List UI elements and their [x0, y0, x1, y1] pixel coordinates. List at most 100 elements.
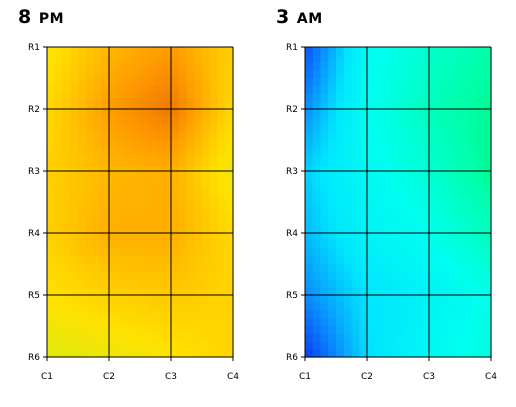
heatmap-cell: [163, 147, 172, 157]
heatmap-cell: [390, 264, 399, 273]
heatmap-cell: [155, 178, 164, 188]
heatmap-cell: [70, 78, 79, 87]
heatmap-cell: [483, 155, 492, 164]
heatmap-cell: [328, 318, 337, 327]
heatmap-cell: [93, 279, 102, 288]
heatmap-cell: [116, 178, 126, 188]
heatmap-cell: [132, 248, 141, 257]
heatmap-cell: [382, 93, 391, 102]
heatmap-cell: [116, 155, 126, 164]
heatmap-cell: [413, 132, 422, 141]
heatmap-cell: [217, 186, 226, 195]
heatmap-cell: [359, 116, 368, 126]
heatmap-cell: [305, 140, 314, 149]
heatmap-cell: [93, 333, 102, 343]
tick-marks: [43, 46, 234, 361]
heatmap-cell: [436, 264, 446, 273]
heatmap-cell: [132, 124, 141, 133]
heatmap-cell: [436, 209, 446, 219]
heatmap-cell: [382, 209, 391, 219]
heatmap-cell: [328, 163, 337, 172]
heatmap-cell: [186, 116, 195, 126]
heatmap-cell: [367, 287, 376, 296]
heatmap-cell: [413, 147, 422, 157]
heatmap-cell: [312, 47, 322, 56]
heatmap-cell: [178, 140, 188, 149]
heatmap-cell: [398, 333, 407, 343]
heatmap-cell: [140, 62, 149, 71]
heatmap-cell: [359, 310, 368, 319]
heatmap-cell: [452, 194, 461, 203]
heatmap-cell: [178, 178, 188, 188]
heatmap-cell: [217, 240, 226, 250]
heatmap-cell: [217, 70, 226, 79]
heatmap-cell: [312, 163, 322, 172]
heatmap-cell: [178, 155, 188, 164]
heatmap-cell: [186, 54, 195, 64]
heatmap-cell: [70, 155, 79, 164]
heatmap-cell: [217, 62, 226, 71]
heatmap-cell: [178, 116, 188, 126]
heatmap-cell: [328, 124, 337, 133]
heatmap-cell: [171, 109, 180, 118]
heatmap-cell: [413, 217, 422, 226]
heatmap-cell: [163, 163, 172, 172]
heatmap-cell: [54, 341, 64, 350]
heatmap-cell: [163, 287, 172, 296]
heatmap-cell: [421, 341, 430, 350]
heatmap-cell: [62, 78, 71, 87]
heatmap-cell: [475, 132, 484, 141]
heatmap-cell: [132, 101, 141, 110]
heatmap-cell: [405, 78, 415, 87]
heatmap-cell: [54, 202, 64, 211]
heatmap-cell: [413, 209, 422, 219]
heatmap-cell: [47, 93, 56, 102]
heatmap-cell: [124, 271, 133, 281]
heatmap-cell: [70, 341, 79, 350]
heatmap-cell: [70, 264, 79, 273]
heatmap-cell: [452, 78, 461, 87]
heatmap-cell: [109, 163, 118, 172]
heatmap-cell: [467, 147, 477, 157]
heatmap-cell: [460, 256, 469, 265]
heatmap-cell: [109, 209, 118, 219]
heatmap-cell: [312, 240, 322, 250]
heatmap-cell: [475, 333, 484, 343]
heatmap-cell: [202, 209, 211, 219]
heatmap-cell: [147, 326, 157, 335]
heatmap-cell: [374, 124, 384, 133]
heatmap-cell: [147, 349, 157, 358]
heatmap-cell: [429, 62, 438, 71]
heatmap-cell: [47, 132, 56, 141]
heatmap-cell: [436, 287, 446, 296]
heatmap-cell: [62, 132, 71, 141]
heatmap-cell: [320, 217, 329, 226]
heatmap-cell: [85, 256, 95, 265]
heatmap-cell: [202, 302, 211, 312]
heatmap-cell: [305, 287, 314, 296]
heatmap-cell: [178, 295, 188, 304]
heatmap-cell: [398, 140, 407, 149]
heatmap-cell: [467, 302, 477, 312]
heatmap-cell: [305, 333, 314, 343]
heatmap-cell: [312, 78, 322, 87]
heatmap-cell: [225, 155, 234, 164]
heatmap-cell: [305, 240, 314, 250]
heatmap-cell: [147, 109, 157, 118]
heatmap-cell: [186, 78, 195, 87]
heatmap-cell: [367, 54, 376, 64]
heatmap-cell: [171, 341, 180, 350]
heatmap-cell: [109, 78, 118, 87]
heatmap-cell: [405, 85, 415, 95]
heatmap-cell: [101, 178, 110, 188]
heatmap-cell: [209, 109, 219, 118]
heatmap-cell: [452, 310, 461, 319]
heatmap-cell: [225, 47, 234, 56]
heatmap-cell: [54, 240, 64, 250]
heatmap-cell: [163, 217, 172, 226]
heatmap-cell: [78, 233, 87, 242]
heatmap-cell: [217, 233, 226, 242]
heatmap-field: [47, 47, 234, 358]
heatmap-cell: [405, 202, 415, 211]
heatmap-cell: [452, 248, 461, 257]
